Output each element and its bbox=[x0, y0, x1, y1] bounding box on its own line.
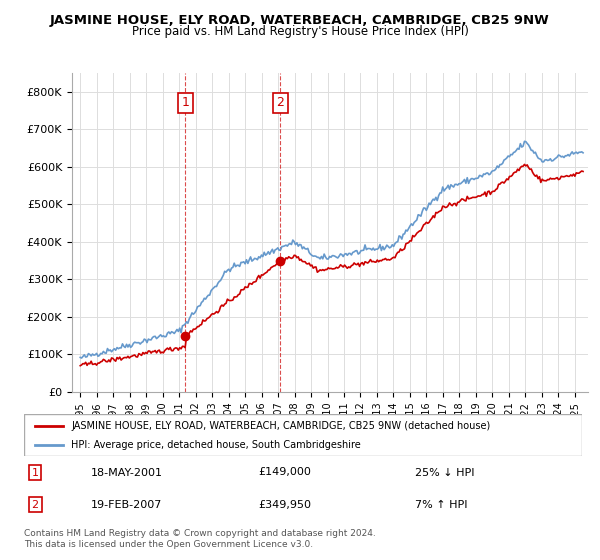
Text: 2: 2 bbox=[276, 96, 284, 109]
Text: 7% ↑ HPI: 7% ↑ HPI bbox=[415, 500, 467, 510]
Text: JASMINE HOUSE, ELY ROAD, WATERBEACH, CAMBRIDGE, CB25 9NW (detached house): JASMINE HOUSE, ELY ROAD, WATERBEACH, CAM… bbox=[71, 421, 491, 431]
Text: JASMINE HOUSE, ELY ROAD, WATERBEACH, CAMBRIDGE, CB25 9NW: JASMINE HOUSE, ELY ROAD, WATERBEACH, CAM… bbox=[50, 14, 550, 27]
Text: Price paid vs. HM Land Registry's House Price Index (HPI): Price paid vs. HM Land Registry's House … bbox=[131, 25, 469, 38]
Text: HPI: Average price, detached house, South Cambridgeshire: HPI: Average price, detached house, Sout… bbox=[71, 440, 361, 450]
Text: 1: 1 bbox=[32, 468, 38, 478]
Text: Contains HM Land Registry data © Crown copyright and database right 2024.
This d: Contains HM Land Registry data © Crown c… bbox=[24, 529, 376, 549]
Text: £349,950: £349,950 bbox=[259, 500, 311, 510]
Text: 25% ↓ HPI: 25% ↓ HPI bbox=[415, 468, 474, 478]
Text: £149,000: £149,000 bbox=[259, 468, 311, 478]
Text: 18-MAY-2001: 18-MAY-2001 bbox=[91, 468, 163, 478]
Text: 2: 2 bbox=[32, 500, 39, 510]
Text: 19-FEB-2007: 19-FEB-2007 bbox=[91, 500, 163, 510]
Text: 1: 1 bbox=[181, 96, 190, 109]
FancyBboxPatch shape bbox=[24, 414, 582, 456]
